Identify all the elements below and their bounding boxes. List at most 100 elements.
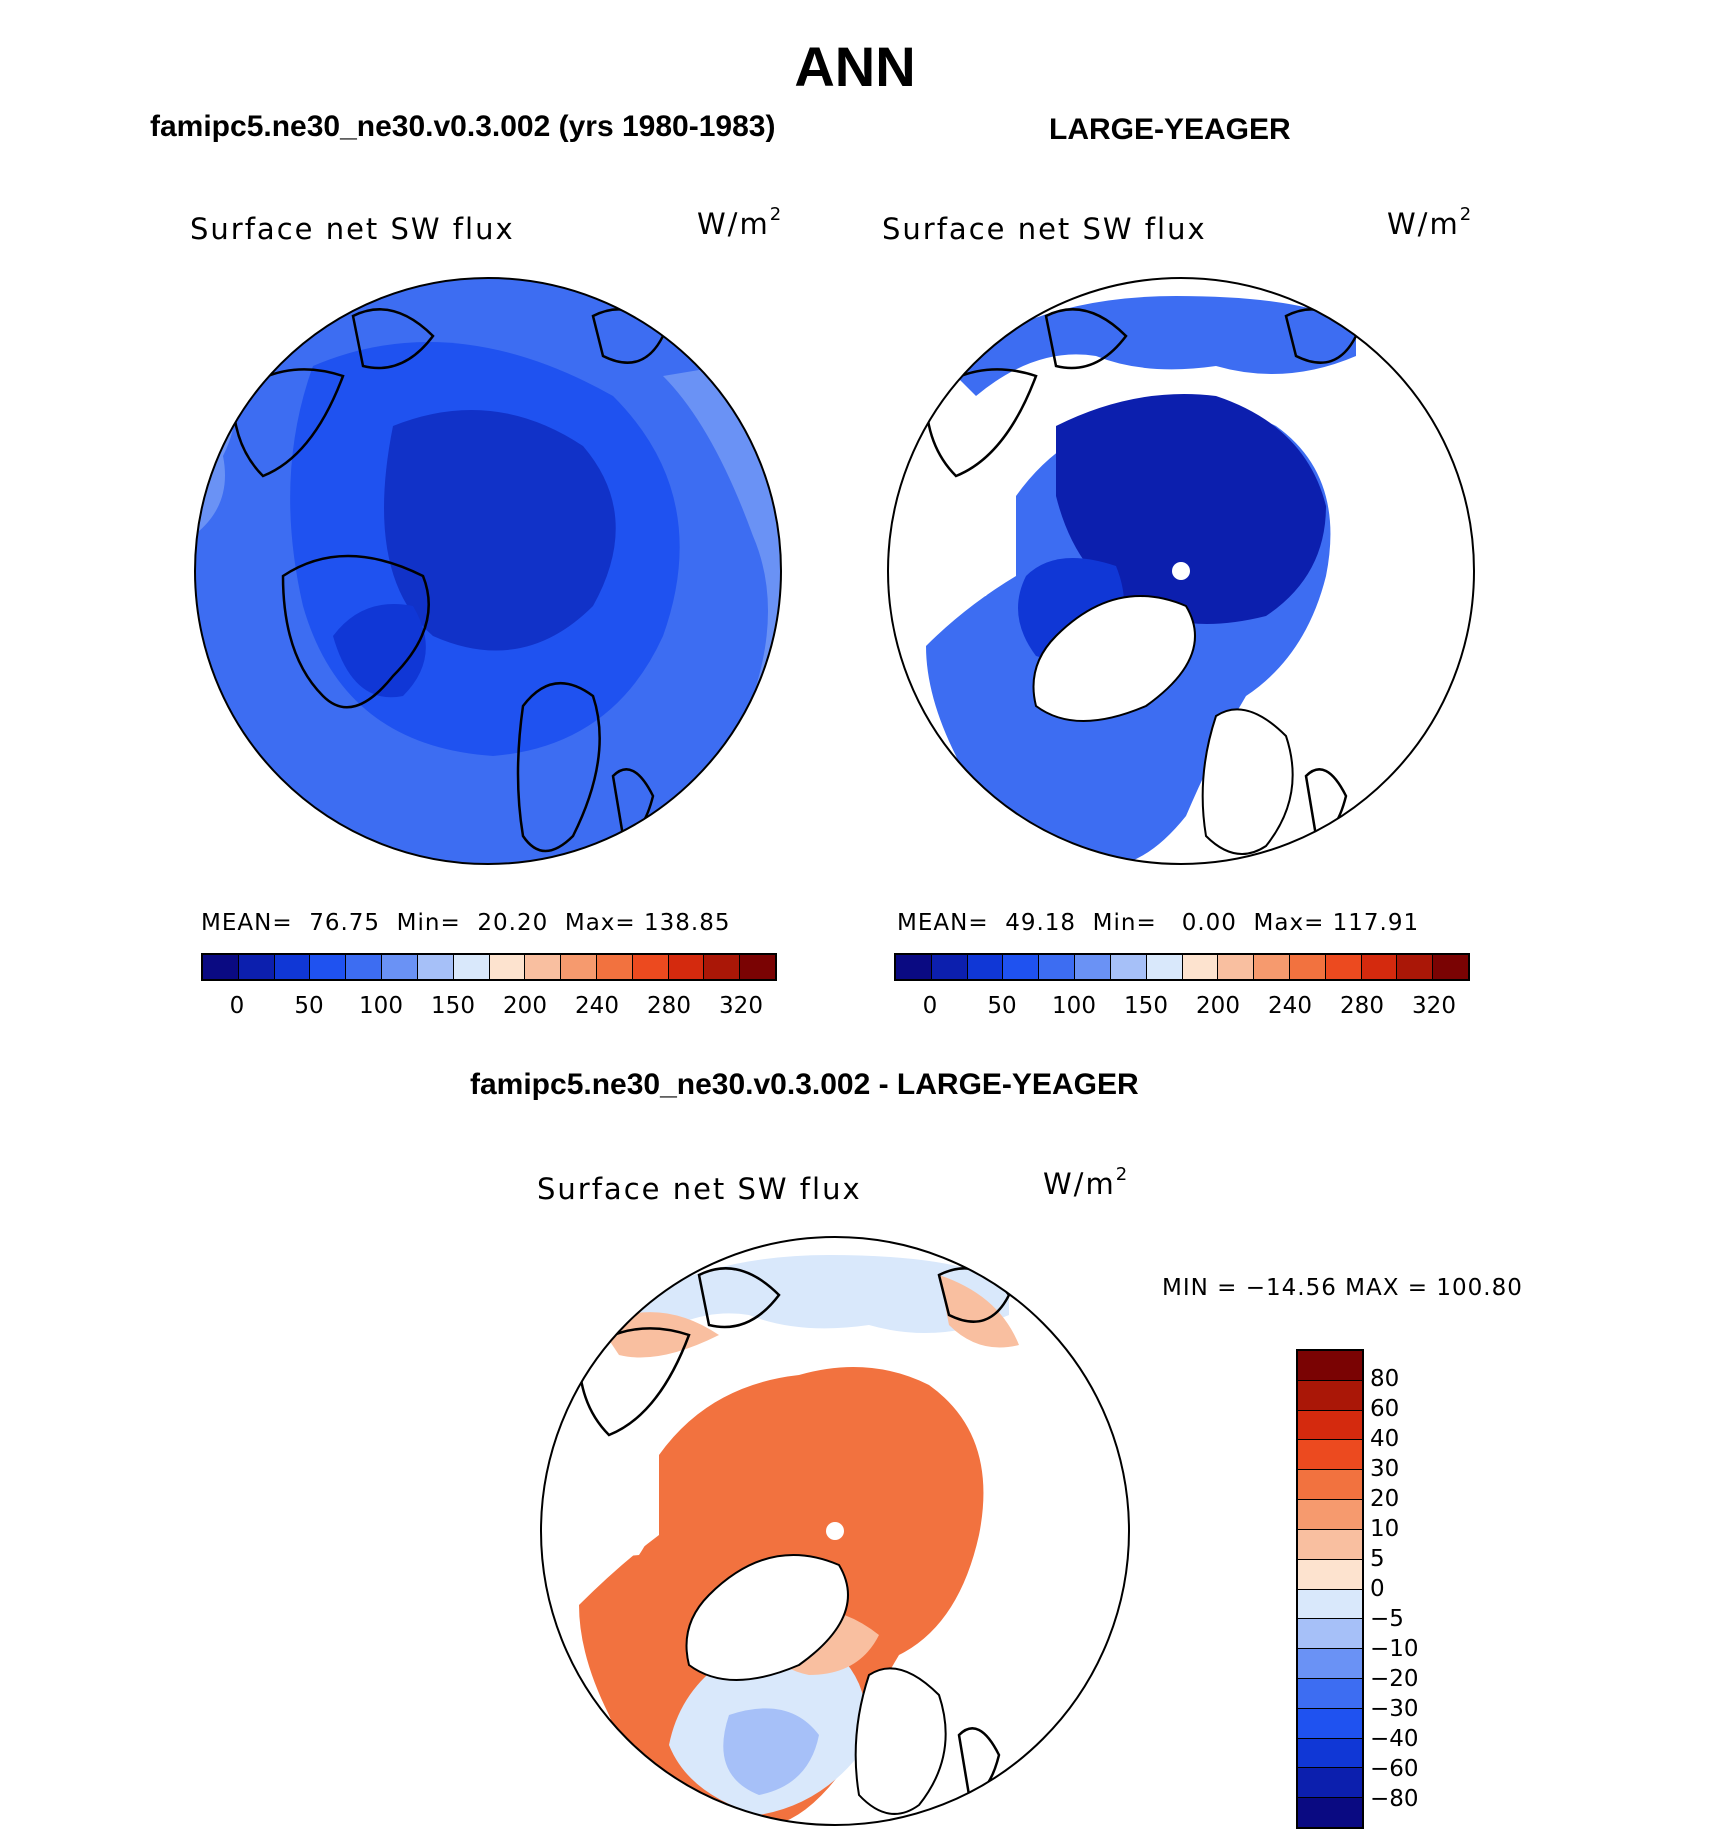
diff-colorbar-tick-label: −10 (1370, 1636, 1419, 1662)
right-colorbar-cell (1361, 955, 1398, 979)
diff-map-north-pale-warm (599, 1275, 1019, 1358)
left-map-greenland-region (333, 604, 426, 698)
right-colorbar-cell (1075, 955, 1111, 979)
diff-map-coastlines (577, 1267, 1011, 1797)
left-colorbar-cell (382, 955, 418, 979)
right-map-north-ocean (946, 296, 1356, 396)
right-map-land-west (888, 506, 1004, 606)
right-colorbar-cell (1146, 955, 1183, 979)
diff-colorbar-tick-label: −80 (1370, 1786, 1419, 1812)
diff-stats-line: MIN = −14.56 MAX = 100.80 (1162, 1275, 1523, 1301)
left-colorbar-cell (489, 955, 526, 979)
right-map-coastlines (924, 308, 1358, 838)
diff-colorbar-tick-label: −60 (1370, 1756, 1419, 1782)
diff-colorbar-cell (1298, 1559, 1362, 1590)
left-colorbar-cell (561, 955, 597, 979)
right-map-arctic-ocean (1056, 394, 1326, 624)
diff-map-border (540, 1236, 1130, 1826)
diff-map-pole-marker (826, 1522, 844, 1540)
right-colorbar-cell (1003, 955, 1040, 979)
diff-colorbar-cell (1298, 1619, 1362, 1650)
diff-map-north-ocean (599, 1255, 1009, 1355)
right-colorbar-tick-label: 150 (1124, 993, 1168, 1019)
main-title: ANN (794, 35, 916, 98)
left-colorbar-tick-label: 50 (294, 993, 324, 1019)
difference-colorbar (1296, 1349, 1364, 1829)
bottom-panel-title: famipc5.ne30_ne30.v0.3.002 - LARGE-YEAGE… (470, 1068, 1139, 1101)
right-colorbar (894, 953, 1470, 981)
diff-colorbar-cell (1298, 1768, 1362, 1799)
diff-colorbar-cell (1298, 1589, 1362, 1620)
diff-colorbar-tick-label: 40 (1370, 1426, 1400, 1452)
diff-map-land-west (541, 1465, 657, 1565)
diff-colorbar-tick-label: 60 (1370, 1396, 1400, 1422)
left-colorbar-cell (668, 955, 705, 979)
bottom-variable-label: Surface net SW flux (537, 1172, 862, 1206)
diff-colorbar-cell (1298, 1380, 1362, 1411)
right-colorbar-cell (1254, 955, 1290, 979)
left-colorbar-cell (704, 955, 741, 979)
left-colorbar-cell (596, 955, 633, 979)
left-colorbar-cell (525, 955, 562, 979)
right-colorbar-tick-label: 50 (987, 993, 1017, 1019)
left-colorbar-cell (274, 955, 311, 979)
left-map-deep-region (384, 410, 616, 651)
right-colorbar-cell (1325, 955, 1362, 979)
left-colorbar-tick-label: 280 (647, 993, 691, 1019)
right-colorbar-cell (1433, 955, 1468, 979)
right-colorbar-cell (931, 955, 968, 979)
right-colorbar-cell (1182, 955, 1219, 979)
diff-colorbar-cell (1298, 1798, 1362, 1827)
left-colorbar-labels: 0 50 100 150 200 240 280 320 (201, 993, 777, 1023)
right-colorbar-tick-label: 200 (1196, 993, 1240, 1019)
left-polar-map (194, 277, 782, 865)
left-colorbar-cell (203, 955, 239, 979)
left-variable-label: Surface net SW flux (190, 212, 515, 246)
diff-colorbar-tick-label: −20 (1370, 1666, 1419, 1692)
diff-colorbar-cell (1298, 1440, 1362, 1471)
right-colorbar-tick-label: 240 (1268, 993, 1312, 1019)
left-colorbar-tick-label: 240 (575, 993, 619, 1019)
left-colorbar-cell (310, 955, 347, 979)
diff-colorbar-tick-label: 5 (1370, 1546, 1385, 1572)
right-colorbar-cell (1039, 955, 1076, 979)
diff-colorbar-cell (1298, 1708, 1362, 1739)
diff-colorbar-cell (1298, 1351, 1362, 1381)
left-panel-title: famipc5.ne30_ne30.v0.3.002 (yrs 1980-198… (150, 110, 776, 143)
left-colorbar-tick-label: 200 (503, 993, 547, 1019)
diff-colorbar-cell (1298, 1649, 1362, 1679)
left-colorbar-tick-label: 0 (229, 993, 245, 1019)
right-stats-line: MEAN= 49.18 Min= 0.00 Max= 117.91 (897, 910, 1420, 936)
diff-colorbar-tick-label: 80 (1370, 1366, 1400, 1392)
diff-colorbar-tick-label: −30 (1370, 1696, 1419, 1722)
right-map-border (887, 277, 1475, 865)
left-colorbar-cell (238, 955, 275, 979)
right-colorbar-cell (1397, 955, 1434, 979)
diff-colorbar-cell (1298, 1500, 1362, 1530)
difference-polar-map (540, 1236, 1130, 1826)
right-colorbar-tick-label: 0 (922, 993, 938, 1019)
right-map-pole-marker (1172, 562, 1190, 580)
right-colorbar-cell (1218, 955, 1255, 979)
diff-colorbar-tick-label: 30 (1370, 1456, 1400, 1482)
right-units-label: W/m2 (1387, 204, 1474, 241)
right-colorbar-cell (967, 955, 1004, 979)
left-colorbar-cell (453, 955, 490, 979)
left-colorbar-cell (740, 955, 775, 979)
right-panel-title: LARGE-YEAGER (1049, 113, 1291, 146)
left-units-label: W/m2 (697, 204, 784, 241)
right-colorbar-tick-label: 100 (1052, 993, 1096, 1019)
left-stats-line: MEAN= 76.75 Min= 20.20 Max= 138.85 (201, 910, 731, 936)
diff-colorbar-cell (1298, 1678, 1362, 1709)
right-map-scandinavia (1201, 708, 1294, 855)
right-polar-map (887, 277, 1475, 865)
left-colorbar-cell (632, 955, 669, 979)
left-colorbar-cell (346, 955, 383, 979)
right-colorbar-tick-label: 320 (1412, 993, 1456, 1019)
diff-colorbar-cell (1298, 1470, 1362, 1501)
diff-colorbar-tick-label: −40 (1370, 1726, 1419, 1752)
right-map-greenland (1032, 595, 1196, 722)
diff-colorbar-tick-label: −5 (1370, 1606, 1404, 1632)
left-colorbar (201, 953, 777, 981)
right-colorbar-labels: 0 50 100 150 200 240 280 320 (894, 993, 1470, 1023)
